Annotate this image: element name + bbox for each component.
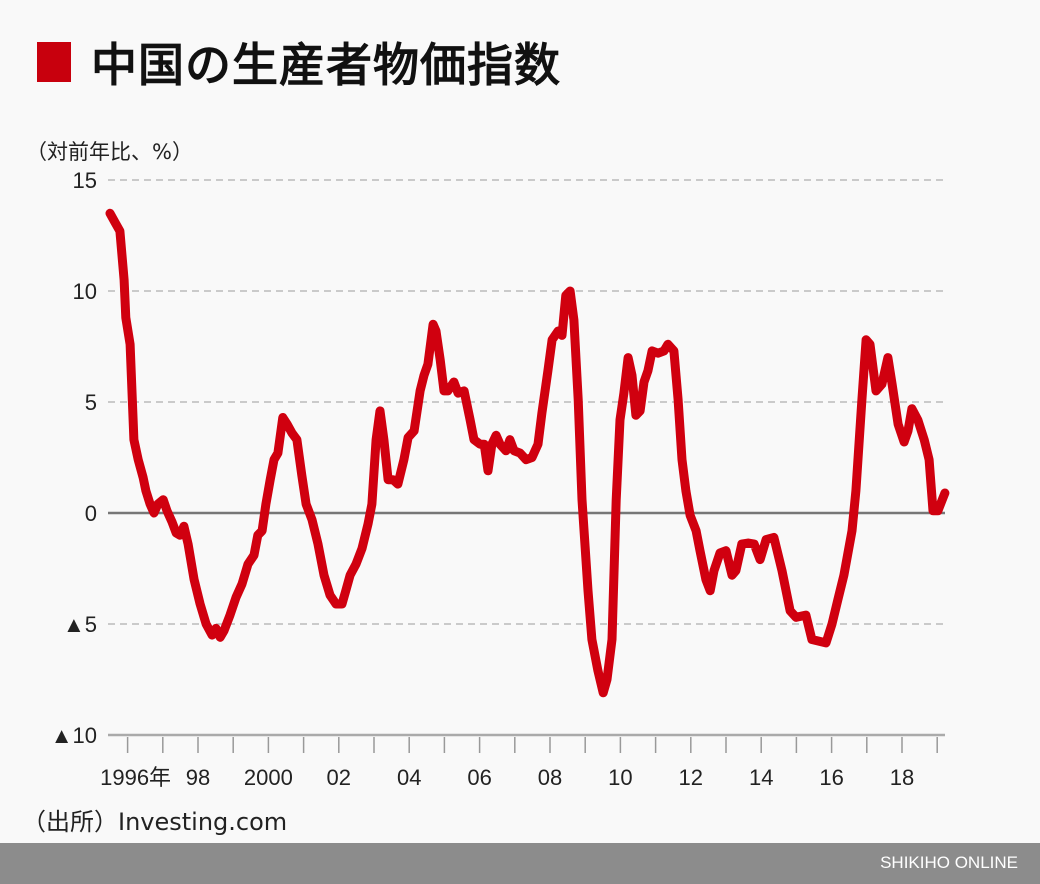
x-tick-label: 12 <box>679 765 703 790</box>
title-square-marker <box>37 42 71 82</box>
source-note: （出所）Investing.com <box>22 808 288 836</box>
x-tick-label: 16 <box>819 765 843 790</box>
x-tick-label: 04 <box>397 765 421 790</box>
x-tick-label: 02 <box>327 765 351 790</box>
chart-title: 中国の生産者物価指数 <box>37 36 561 92</box>
footer-brand: SHIKIHO ONLINE <box>880 853 1018 872</box>
y-axis-unit-label: （対前年比、%） <box>26 140 193 164</box>
y-tick-label: 0 <box>85 501 97 526</box>
x-tick-label: 2000 <box>244 765 293 790</box>
x-tick-label: 98 <box>186 765 210 790</box>
y-tick-label: 10 <box>73 279 97 304</box>
y-tick-label: ▲5 <box>63 612 97 637</box>
series-line-ppi <box>105 208 950 698</box>
y-tick-label: 15 <box>73 168 97 193</box>
x-tick-label: 06 <box>467 765 491 790</box>
y-tick-label: 5 <box>85 390 97 415</box>
x-tick-label: 14 <box>749 765 773 790</box>
title-text: 中国の生産者物価指数 <box>91 38 561 92</box>
y-tick-label: ▲10 <box>51 723 97 748</box>
footer-bar: SHIKIHO ONLINE <box>0 843 1040 884</box>
x-tick-label: 1996年 <box>100 765 171 790</box>
x-tick-label: 18 <box>890 765 914 790</box>
x-tick-label: 10 <box>608 765 632 790</box>
x-tick-label: 08 <box>538 765 562 790</box>
